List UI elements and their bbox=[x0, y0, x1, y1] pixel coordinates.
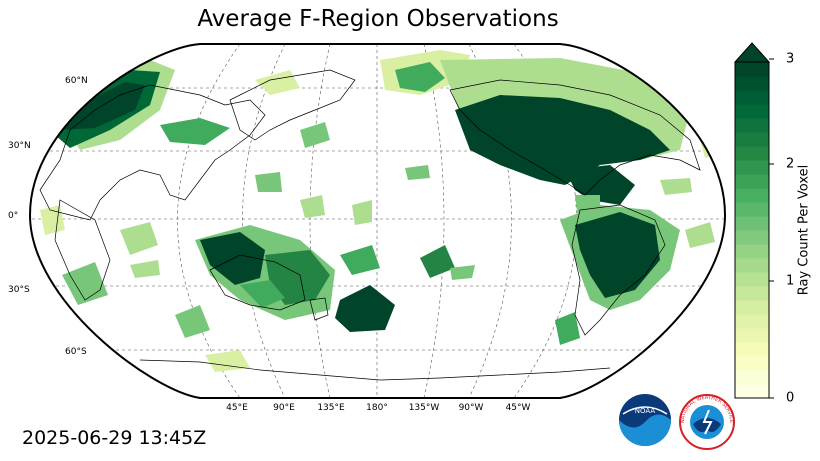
colorbar-band bbox=[735, 300, 769, 315]
colorbar-band bbox=[735, 132, 769, 147]
colorbar bbox=[734, 42, 774, 399]
colorbar-band bbox=[735, 328, 769, 343]
colorbar-tick-0: 0 bbox=[786, 390, 795, 406]
colorbar-band bbox=[735, 286, 769, 301]
observation-density bbox=[40, 50, 722, 372]
colorbar-band bbox=[735, 230, 769, 245]
noaa-logo-text: NOAA bbox=[635, 407, 656, 415]
colorbar-band bbox=[735, 370, 769, 385]
colorbar-label: Ray Count Per Voxel bbox=[796, 164, 812, 296]
world-map bbox=[28, 43, 727, 399]
colorbar-band bbox=[735, 118, 769, 133]
colorbar-tick-1: 1 bbox=[786, 273, 795, 289]
colorbar-band bbox=[735, 202, 769, 217]
nws-logo: NATIONAL WEATHER SERVICE bbox=[679, 394, 735, 450]
lon-label-135w: 135°W bbox=[408, 403, 440, 413]
colorbar-extend-arrow bbox=[734, 42, 771, 63]
lat-label-60s: 60°S bbox=[65, 347, 87, 357]
lat-label-0: 0° bbox=[8, 211, 19, 221]
colorbar-band bbox=[735, 216, 769, 231]
timestamp: 2025-06-29 13:45Z bbox=[22, 427, 207, 449]
colorbar-band bbox=[735, 146, 769, 161]
colorbar-band bbox=[735, 62, 769, 77]
lon-label-90w: 90°W bbox=[458, 403, 484, 413]
colorbar-band bbox=[735, 76, 769, 91]
lon-label-135e: 135°E bbox=[317, 403, 345, 413]
lon-label-90e: 90°E bbox=[273, 403, 295, 413]
lon-label-45w: 45°W bbox=[505, 403, 531, 413]
lat-label-60n: 60°N bbox=[65, 76, 88, 86]
colorbar-band bbox=[735, 342, 769, 357]
colorbar-band bbox=[735, 314, 769, 329]
colorbar-band bbox=[735, 258, 769, 273]
map-boundary bbox=[28, 43, 727, 399]
lat-label-30n: 30°N bbox=[8, 141, 31, 151]
colorbar-band bbox=[735, 104, 769, 119]
colorbar-band bbox=[735, 244, 769, 259]
lat-label-30s: 30°S bbox=[8, 285, 30, 295]
agency-logos: NOAA NATIONAL WEATHER SERVICE bbox=[619, 394, 735, 450]
coastlines bbox=[39, 69, 701, 381]
colorbar-band bbox=[735, 174, 769, 189]
colorbar-band bbox=[735, 384, 769, 399]
colorbar-band bbox=[735, 160, 769, 175]
colorbar-band bbox=[735, 356, 769, 371]
noaa-logo: NOAA bbox=[619, 394, 671, 446]
lon-label-45e: 45°E bbox=[226, 403, 248, 413]
colorbar-band bbox=[735, 272, 769, 287]
colorbar-band bbox=[735, 90, 769, 105]
colorbar-tick-3: 3 bbox=[786, 51, 795, 67]
map-title: Average F-Region Observations bbox=[197, 6, 559, 32]
colorbar-band bbox=[735, 188, 769, 203]
lon-label-180: 180° bbox=[366, 403, 388, 413]
colorbar-tick-2: 2 bbox=[786, 156, 795, 172]
